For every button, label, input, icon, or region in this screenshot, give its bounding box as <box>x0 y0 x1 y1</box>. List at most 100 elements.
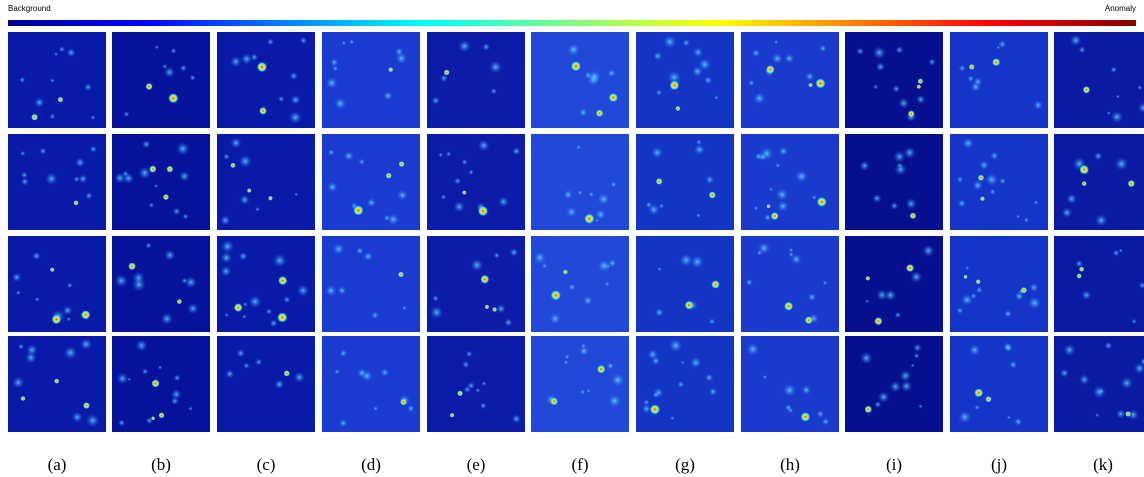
heat-spot <box>580 389 586 395</box>
anomaly-spot <box>910 213 916 219</box>
anomaly-spot <box>128 263 135 270</box>
heat-spot <box>173 374 180 381</box>
heat-spot <box>21 171 28 178</box>
anomaly-spot <box>457 390 463 396</box>
heat-spot <box>772 53 783 64</box>
heat-spot <box>860 352 873 365</box>
heat-spot <box>693 47 704 58</box>
heat-spot <box>608 394 622 408</box>
heat-spot <box>534 251 546 263</box>
heat-spot <box>874 401 881 408</box>
heat-spot <box>788 408 794 414</box>
heat-spot <box>1131 319 1137 325</box>
heat-spot <box>1007 415 1011 419</box>
heat-spot <box>441 194 447 200</box>
heat-spot <box>1095 413 1099 417</box>
heat-spot <box>895 312 901 318</box>
heat-spot <box>1004 344 1013 353</box>
anomaly-spot <box>163 194 169 200</box>
heat-spot <box>482 43 490 51</box>
heatmap-tile <box>636 134 734 230</box>
panel-label: (b) <box>151 455 171 474</box>
heat-spot <box>66 317 71 322</box>
panel-label: (e) <box>467 455 486 474</box>
anomaly-spot <box>277 313 287 323</box>
heat-spot <box>758 152 767 161</box>
anomaly-spot <box>1125 411 1131 417</box>
heat-spot <box>979 160 989 170</box>
anomaly-spot <box>1083 86 1090 93</box>
heat-spot <box>59 46 65 52</box>
heat-spot <box>171 389 182 400</box>
heat-spot <box>607 362 615 370</box>
heat-spot <box>579 108 588 117</box>
heat-spot <box>805 72 815 82</box>
heat-spot <box>651 356 660 365</box>
heat-spot <box>709 318 715 324</box>
heat-spot <box>367 198 377 208</box>
anomaly-spot <box>969 64 975 70</box>
heat-spot <box>985 173 998 186</box>
anomaly-spot <box>1082 181 1087 186</box>
anomaly-spot <box>73 200 78 205</box>
heat-spot <box>179 171 190 182</box>
heat-spot <box>249 295 262 308</box>
heat-spot <box>16 290 21 295</box>
heat-spot <box>142 140 151 149</box>
heat-spot <box>1111 110 1124 123</box>
heat-spot <box>478 140 490 152</box>
colorbar <box>8 20 1136 26</box>
heat-spot <box>273 254 287 268</box>
heat-spot <box>339 349 347 357</box>
anomaly-spot <box>444 70 450 76</box>
heat-spot <box>777 200 789 212</box>
heat-spot <box>989 189 996 196</box>
anomaly-spot <box>918 79 923 84</box>
heat-spot <box>333 243 345 255</box>
heat-spot <box>1118 248 1123 253</box>
heat-spot <box>775 163 780 168</box>
anomaly-spot <box>149 166 156 173</box>
heat-spot <box>1081 290 1091 300</box>
heat-spot <box>440 74 448 82</box>
panel-label: (i) <box>886 455 902 474</box>
heat-spot <box>118 419 125 426</box>
heat-spot <box>358 158 365 165</box>
heatmap-tile <box>531 236 629 332</box>
heat-spot <box>75 157 85 167</box>
heat-spot <box>18 343 24 349</box>
heat-spot <box>274 379 284 389</box>
heat-spot <box>819 44 827 52</box>
heat-spot <box>39 147 46 154</box>
heat-spot <box>698 58 711 71</box>
heat-spot <box>746 342 760 356</box>
anomaly-spot <box>963 275 967 279</box>
heat-spot <box>898 98 909 109</box>
heat-spot <box>343 151 354 162</box>
panel-label: (f) <box>572 455 589 474</box>
heat-spot <box>63 305 73 315</box>
heatmap-grid <box>8 32 1144 432</box>
heat-spot <box>489 60 502 73</box>
heat-spot <box>466 351 473 358</box>
heat-spot <box>115 274 128 287</box>
heatmap-tile <box>845 134 943 230</box>
heat-spot <box>294 192 298 196</box>
heat-spot <box>239 252 248 261</box>
heat-spot <box>161 313 174 326</box>
heat-spot <box>290 72 298 80</box>
heat-spot <box>957 199 966 208</box>
heat-spot <box>776 188 789 201</box>
heat-spot <box>1062 207 1073 218</box>
heat-spot <box>19 77 25 83</box>
anomaly-spot <box>766 65 774 73</box>
heat-spot <box>185 276 197 288</box>
heat-spot <box>1075 260 1083 268</box>
heat-spot <box>597 193 610 206</box>
heat-spot <box>371 311 380 320</box>
heat-spot <box>663 35 677 49</box>
heat-spot <box>45 173 58 186</box>
anomaly-spot <box>584 214 594 224</box>
heat-spot <box>801 385 811 395</box>
heat-spot <box>990 151 999 160</box>
